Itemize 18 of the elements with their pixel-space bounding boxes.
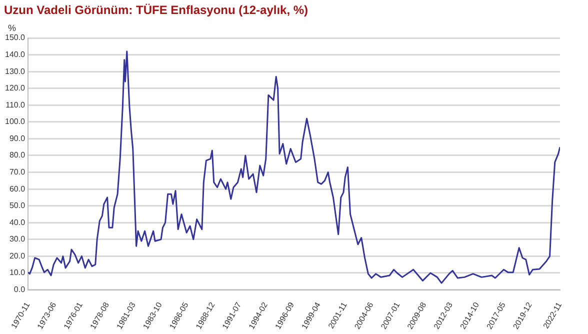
y-tick-label: 50.0 xyxy=(9,201,26,210)
y-tick-label: 70.0 xyxy=(9,167,26,176)
y-tick-label: 140.0 xyxy=(4,50,26,59)
y-tick-label: 110.0 xyxy=(6,100,26,110)
y-tick-label: 30.0 xyxy=(9,234,26,244)
y-tick-label: 0.0 xyxy=(14,284,26,294)
y-tick-label: 80.0 xyxy=(9,150,26,160)
y-tick-label: 120.0 xyxy=(4,84,26,93)
y-tick-label: 40.0 xyxy=(9,218,26,227)
y-tick-label: 150.0 xyxy=(4,33,26,42)
y-tick-label: 60.0 xyxy=(9,184,26,194)
chart-title: Uzun Vadeli Görünüm: TÜFE Enflasyonu (12-aylık, %) xyxy=(4,3,308,17)
y-tick-label: 20.0 xyxy=(9,251,26,260)
y-tick-label: 130.0 xyxy=(4,66,26,76)
y-tick-label: 10.0 xyxy=(9,268,26,278)
y-axis-title: % xyxy=(8,22,16,33)
y-tick-label: 100.0 xyxy=(4,117,26,126)
y-tick-label: 90.0 xyxy=(9,134,26,143)
